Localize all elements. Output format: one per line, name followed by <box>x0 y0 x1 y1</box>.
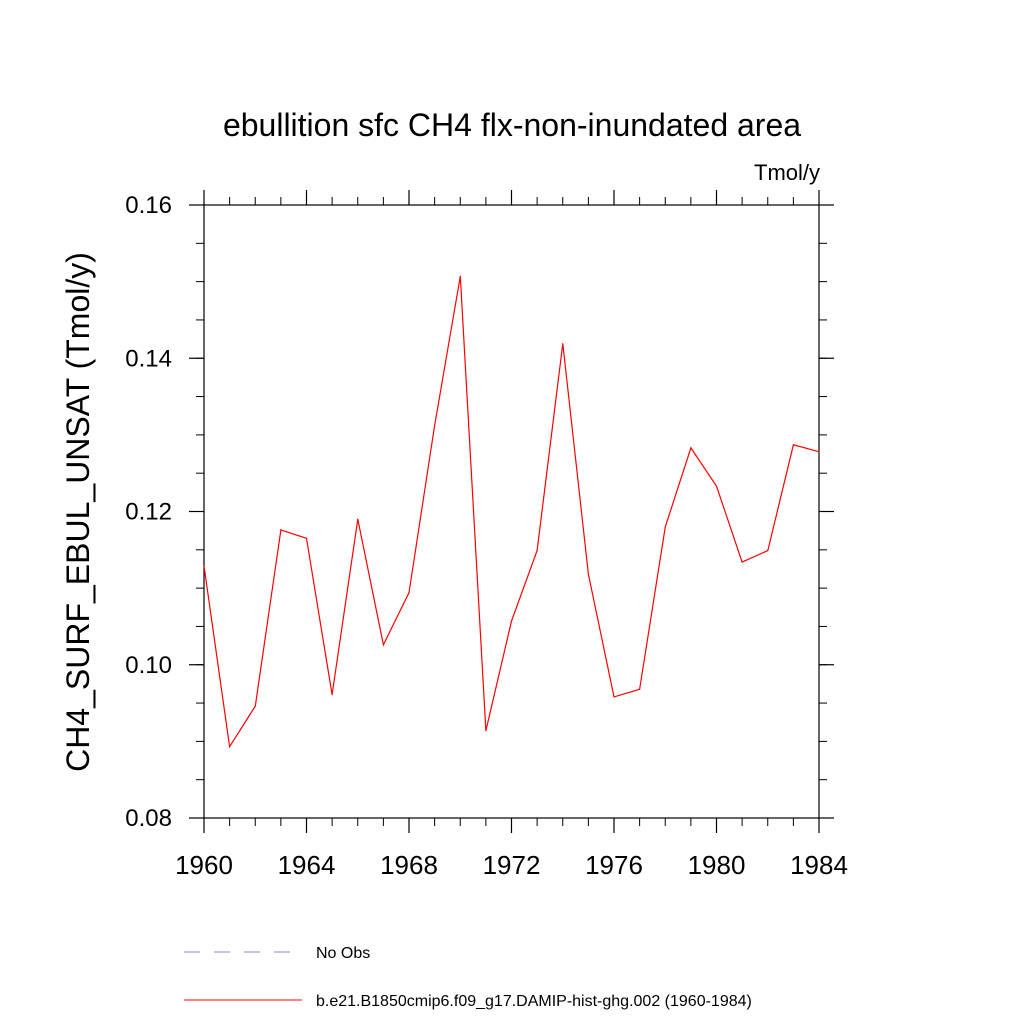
series-line <box>203 276 820 749</box>
data-point <box>459 275 461 277</box>
data-point <box>562 343 564 345</box>
legend-label: b.e21.B1850cmip6.f09_g17.DAMIP-hist-ghg.… <box>316 993 752 1010</box>
data-point <box>510 620 513 622</box>
y-tick-label: 0.12 <box>125 499 172 526</box>
x-tick-label: 1968 <box>380 850 438 880</box>
data-point <box>485 730 487 732</box>
y-axis-label: CH4_SURF_EBUL_UNSAT (Tmol/y) <box>60 252 96 772</box>
x-tick-label: 1984 <box>790 850 848 880</box>
data-point <box>587 573 589 575</box>
data-point <box>203 565 205 567</box>
data-point <box>639 688 641 690</box>
data-point <box>741 561 743 563</box>
data-point <box>382 644 384 646</box>
data-point <box>792 444 794 446</box>
legend: No Obs b.e21.B1850cmip6.f09_g17.DAMIP-his… <box>184 945 752 1010</box>
data-point <box>767 549 769 552</box>
y-tick-label: 0.16 <box>125 192 172 219</box>
x-tick-label: 1972 <box>483 850 541 880</box>
data-point <box>818 451 820 453</box>
data-point <box>613 696 615 698</box>
data-point <box>280 529 282 531</box>
chart-title: ebullition sfc CH4 flx-non-inundated are… <box>223 107 801 143</box>
y-tick-label: 0.08 <box>125 805 172 832</box>
plot-frame <box>203 204 820 819</box>
data-point <box>357 518 359 520</box>
data-point <box>715 485 718 487</box>
data-point <box>229 746 231 748</box>
plot-series <box>203 275 820 749</box>
x-tick-label: 1976 <box>585 850 643 880</box>
data-point <box>690 447 692 449</box>
y-tick-label: 0.10 <box>125 652 172 679</box>
data-point <box>254 705 256 707</box>
data-point <box>305 537 308 539</box>
legend-label: No Obs <box>316 945 370 962</box>
y-tick-label: 0.14 <box>125 345 172 372</box>
data-point <box>664 526 666 528</box>
data-point <box>434 425 436 427</box>
units-label: Tmol/y <box>754 160 820 185</box>
x-tick-label: 1960 <box>175 850 233 880</box>
x-tick-label: 1964 <box>278 850 336 880</box>
plot-axes: 1960 1964 1968 1972 1976 1980 1984 0.08 0.10 0.12… <box>125 190 848 880</box>
data-point <box>536 549 538 552</box>
data-point <box>331 694 333 696</box>
data-point <box>408 592 410 594</box>
x-tick-label: 1980 <box>688 850 746 880</box>
